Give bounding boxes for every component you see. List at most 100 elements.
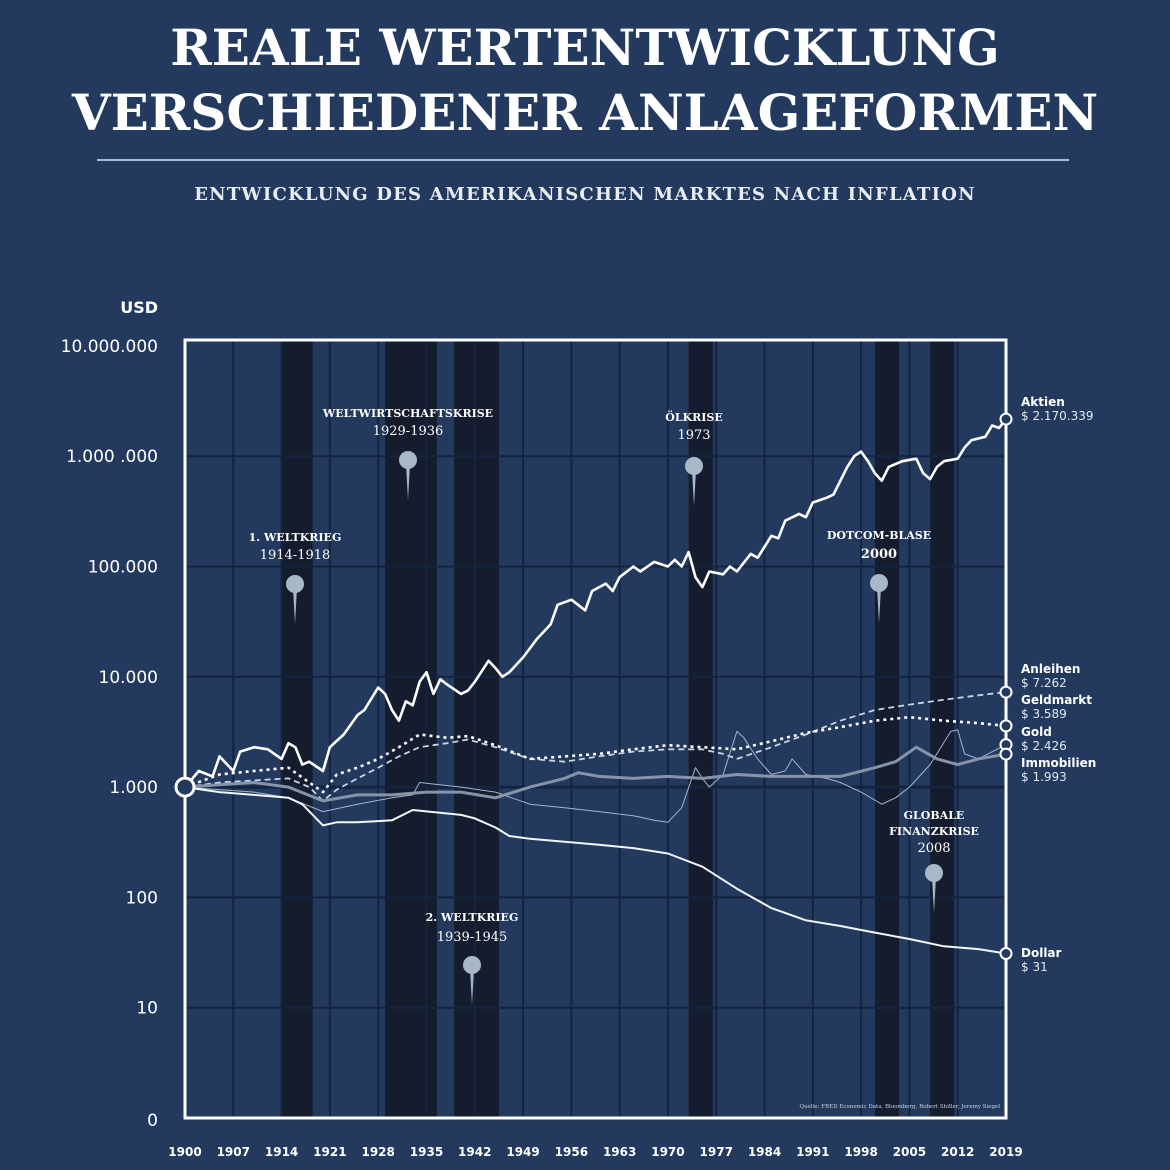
y-tick-label: 100.000 (88, 558, 158, 578)
series-lines (184, 418, 1008, 955)
svg-text:1939-1945: 1939-1945 (437, 930, 508, 945)
crisis-band-1 (385, 340, 437, 1118)
x-tick-label: 1970 (651, 1145, 684, 1159)
annotation-1: WELTWIRTSCHAFTSKRISE 1929-1936 (322, 407, 493, 500)
y-axis-unit: USD (120, 298, 158, 317)
series-end-markers (174, 412, 1013, 961)
y-tick-label: 10.000.000 (61, 337, 158, 357)
legend-immobilien: Immobilien$ 1.993 (1021, 756, 1096, 784)
pin-needle-icon (470, 969, 474, 1005)
x-tick-label: 1991 (796, 1145, 829, 1159)
svg-text:1914-1918: 1914-1918 (260, 548, 331, 563)
svg-text:$ 2.170.339: $ 2.170.339 (1021, 409, 1094, 423)
svg-text:$ 7.262: $ 7.262 (1021, 676, 1067, 690)
title-line-2: VERSCHIEDENER ANLAGEFORMEN (71, 83, 1099, 142)
y-axis-labels: 10.000.000 1.000 .000 100.000 10.000 1.000 10… (61, 337, 158, 1131)
end-marker-aktien (999, 412, 1013, 426)
y-tick-label: 10.000 (99, 668, 158, 688)
svg-text:$ 2.426: $ 2.426 (1021, 739, 1067, 753)
svg-text:Aktien: Aktien (1021, 395, 1065, 409)
svg-text:2008: 2008 (917, 841, 950, 856)
annotation-2: 2. WELTKRIEG 1939-1945 (426, 911, 519, 1005)
svg-text:Geldmarkt: Geldmarkt (1021, 693, 1092, 707)
end-marker-anleihen (999, 685, 1013, 699)
svg-text:ÖLKRISE: ÖLKRISE (665, 410, 723, 424)
series-line-aktien (184, 418, 1008, 788)
x-tick-label: 1907 (217, 1145, 250, 1159)
legend-geldmarkt: Geldmarkt$ 3.589 (1021, 693, 1092, 721)
svg-text:$ 1.993: $ 1.993 (1021, 770, 1067, 784)
svg-text:Immobilien: Immobilien (1021, 756, 1096, 770)
pin-needle-icon (932, 877, 936, 913)
end-marker-dollar (999, 947, 1013, 961)
series-line-geldmarkt (184, 715, 1007, 794)
svg-text:DOTCOM-BLASE: DOTCOM-BLASE (827, 529, 931, 542)
y-tick-label: 10 (136, 999, 158, 1019)
svg-text:$ 31: $ 31 (1021, 960, 1048, 974)
svg-text:GLOBALE: GLOBALE (904, 809, 965, 822)
x-tick-label: 1921 (313, 1145, 346, 1159)
series-line-dollar (184, 786, 1007, 955)
svg-text:1929-1936: 1929-1936 (373, 424, 444, 439)
legend-gold: Gold$ 2.426 (1021, 725, 1067, 753)
annotation-0: 1. WELTKRIEG 1914-1918 (249, 531, 342, 624)
pin-head-icon (463, 956, 481, 974)
svg-text:WELTWIRTSCHAFTSKRISE: WELTWIRTSCHAFTSKRISE (322, 407, 493, 420)
start-marker (174, 776, 196, 798)
pin-head-icon (685, 457, 703, 475)
x-tick-label: 1956 (555, 1145, 588, 1159)
annotation-3: ÖLKRISE 1973 (665, 410, 723, 506)
x-tick-label: 1977 (700, 1145, 733, 1159)
x-tick-label: 1942 (458, 1145, 491, 1159)
x-tick-label: 1928 (361, 1145, 394, 1159)
x-tick-label: 1998 (844, 1145, 877, 1159)
series-line-immobilien (184, 745, 1007, 803)
series-line-gold (184, 729, 1007, 823)
x-tick-label: 2005 (893, 1145, 926, 1159)
end-marker-immobilien (999, 747, 1013, 761)
annotation-pins: 1. WELTKRIEG 1914-1918 WELTWIRTSCHAFTSKRIS… (249, 407, 979, 1005)
crisis-bands (185, 340, 1006, 1118)
svg-text:1. WELTKRIEG: 1. WELTKRIEG (249, 531, 342, 544)
svg-text:FINANZKRISE: FINANZKRISE (889, 825, 979, 838)
x-tick-label: 1984 (748, 1145, 781, 1159)
pin-needle-icon (877, 587, 881, 623)
subtitle: ENTWICKLUNG DES AMERIKANISCHEN MARKTES N… (194, 184, 976, 205)
pin-head-icon (399, 451, 417, 469)
pin-head-icon (925, 864, 943, 882)
x-tick-label: 1949 (506, 1145, 539, 1159)
y-tick-label: 1.000 .000 (66, 447, 158, 467)
series-legend: Aktien$ 2.170.339 Anleihen$ 7.262 Geldmark… (1021, 395, 1096, 974)
title-line-1: REALE WERTENTWICKLUNG (170, 18, 1000, 77)
x-tick-label: 1914 (265, 1145, 298, 1159)
source-note: Quelle: FRED Economic Data, Bloomberg, R… (799, 1104, 1000, 1110)
svg-text:2000: 2000 (861, 547, 897, 562)
x-tick-label: 2012 (941, 1145, 974, 1159)
svg-text:2. WELTKRIEG: 2. WELTKRIEG (426, 911, 519, 924)
svg-text:Anleihen: Anleihen (1021, 662, 1080, 676)
crisis-band-2 (454, 340, 499, 1118)
svg-text:Gold: Gold (1021, 725, 1052, 739)
annotation-4: DOTCOM-BLASE 2000 (827, 529, 931, 623)
x-tick-label: 2019 (989, 1145, 1022, 1159)
legend-dollar: Dollar$ 31 (1021, 946, 1062, 974)
x-tick-label: 1935 (410, 1145, 443, 1159)
y-tick-label: 0 (147, 1111, 158, 1131)
end-marker-geldmarkt (999, 719, 1013, 733)
annotation-5: GLOBALE FINANZKRISE 2008 (889, 809, 979, 913)
svg-text:Dollar: Dollar (1021, 946, 1062, 960)
legend-anleihen: Anleihen$ 7.262 (1021, 662, 1080, 690)
grid-lines (185, 340, 1006, 1118)
x-tick-label: 1963 (603, 1145, 636, 1159)
x-tick-label: 1900 (168, 1145, 201, 1159)
legend-aktien: Aktien$ 2.170.339 (1021, 395, 1094, 423)
y-tick-label: 100 (126, 888, 158, 908)
x-axis-labels: 1900 1907 1914 1921 1928 1935 1942 1949 1956 1963… (168, 1145, 1022, 1159)
svg-text:1973: 1973 (677, 428, 710, 443)
svg-text:$ 3.589: $ 3.589 (1021, 707, 1067, 721)
y-tick-label: 1.000 (109, 778, 158, 798)
pin-needle-icon (293, 588, 297, 624)
pin-head-icon (286, 575, 304, 593)
pin-head-icon (870, 574, 888, 592)
